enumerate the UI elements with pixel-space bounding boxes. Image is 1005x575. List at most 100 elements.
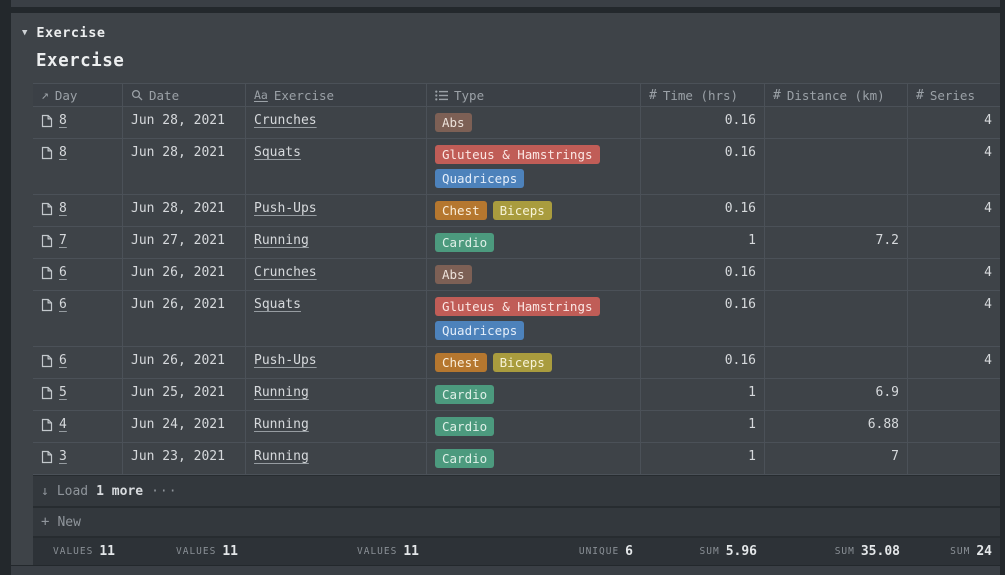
cell-distance[interactable]: 7 (765, 443, 908, 474)
cell-type[interactable]: Cardio (427, 411, 641, 442)
summary-cell-exercise[interactable]: VALUES 11 (246, 538, 427, 565)
cell-series[interactable]: 4 (908, 291, 1000, 346)
exercise-page-link[interactable]: Squats (254, 297, 301, 312)
cell-time[interactable]: 0.16 (641, 195, 765, 226)
column-header-distance[interactable]: # Distance (km) (765, 84, 908, 106)
cell-exercise[interactable]: Squats (246, 291, 427, 346)
cell-date[interactable]: Jun 23, 2021 (123, 443, 246, 474)
cell-date[interactable]: Jun 26, 2021 (123, 347, 246, 378)
day-page-link[interactable]: 4 (41, 417, 67, 432)
cell-type[interactable]: Abs (427, 107, 641, 138)
column-header-series[interactable]: # Series (908, 84, 1000, 106)
cell-time[interactable]: 0.16 (641, 107, 765, 138)
cell-exercise[interactable]: Push-Ups (246, 195, 427, 226)
column-header-type[interactable]: Type (427, 84, 641, 106)
cell-distance[interactable]: 7.2 (765, 227, 908, 258)
cell-exercise[interactable]: Crunches (246, 259, 427, 290)
cell-day[interactable]: 6 (33, 347, 123, 378)
cell-exercise[interactable]: Running (246, 411, 427, 442)
cell-series[interactable]: 4 (908, 139, 1000, 194)
cell-exercise[interactable]: Squats (246, 139, 427, 194)
cell-distance[interactable] (765, 139, 908, 194)
cell-time[interactable]: 1 (641, 411, 765, 442)
day-page-link[interactable]: 6 (41, 265, 67, 280)
day-page-link[interactable]: 8 (41, 145, 67, 160)
cell-type[interactable]: Cardio (427, 227, 641, 258)
cell-series[interactable] (908, 227, 1000, 258)
column-header-time[interactable]: # Time (hrs) (641, 84, 765, 106)
cell-day[interactable]: 6 (33, 291, 123, 346)
day-page-link[interactable]: 8 (41, 201, 67, 216)
cell-distance[interactable] (765, 195, 908, 226)
cell-exercise[interactable]: Crunches (246, 107, 427, 138)
summary-cell-series[interactable]: SUM 24 (908, 538, 1000, 565)
summary-cell-day[interactable]: VALUES 11 (33, 538, 123, 565)
cell-day[interactable]: 5 (33, 379, 123, 410)
cell-date[interactable]: Jun 27, 2021 (123, 227, 246, 258)
cell-distance[interactable] (765, 107, 908, 138)
cell-date[interactable]: Jun 26, 2021 (123, 291, 246, 346)
cell-date[interactable]: Jun 28, 2021 (123, 139, 246, 194)
summary-cell-time[interactable]: SUM 5.96 (641, 538, 765, 565)
cell-distance[interactable]: 6.9 (765, 379, 908, 410)
cell-date[interactable]: Jun 24, 2021 (123, 411, 246, 442)
cell-day[interactable]: 6 (33, 259, 123, 290)
cell-type[interactable]: Gluteus & Hamstrings Quadriceps (427, 291, 641, 346)
day-page-link[interactable]: 5 (41, 385, 67, 400)
cell-series[interactable] (908, 379, 1000, 410)
cell-day[interactable]: 8 (33, 139, 123, 194)
load-more-button[interactable]: ↓ Load 1 more ··· (33, 475, 1000, 506)
cell-distance[interactable] (765, 347, 908, 378)
column-header-date[interactable]: Date (123, 84, 246, 106)
cell-time[interactable]: 0.16 (641, 291, 765, 346)
day-page-link[interactable]: 7 (41, 233, 67, 248)
exercise-page-link[interactable]: Crunches (254, 265, 317, 280)
cell-type[interactable]: Chest Biceps (427, 347, 641, 378)
collection-toggle[interactable]: ▼ Exercise (11, 21, 1000, 45)
cell-day[interactable]: 7 (33, 227, 123, 258)
column-header-exercise[interactable]: Aa Exercise (246, 84, 427, 106)
cell-time[interactable]: 0.16 (641, 347, 765, 378)
new-row-button[interactable]: + New (33, 506, 1000, 536)
cell-series[interactable]: 4 (908, 347, 1000, 378)
cell-series[interactable] (908, 411, 1000, 442)
cell-time[interactable]: 1 (641, 227, 765, 258)
cell-day[interactable]: 3 (33, 443, 123, 474)
cell-type[interactable]: Abs (427, 259, 641, 290)
cell-exercise[interactable]: Running (246, 379, 427, 410)
day-page-link[interactable]: 6 (41, 297, 67, 312)
cell-day[interactable]: 4 (33, 411, 123, 442)
cell-time[interactable]: 0.16 (641, 139, 765, 194)
cell-type[interactable]: Cardio (427, 379, 641, 410)
summary-cell-date[interactable]: VALUES 11 (123, 538, 246, 565)
cell-date[interactable]: Jun 26, 2021 (123, 259, 246, 290)
cell-type[interactable]: Gluteus & Hamstrings Quadriceps (427, 139, 641, 194)
cell-date[interactable]: Jun 28, 2021 (123, 107, 246, 138)
day-page-link[interactable]: 3 (41, 449, 67, 464)
cell-time[interactable]: 0.16 (641, 259, 765, 290)
exercise-page-link[interactable]: Squats (254, 145, 301, 160)
cell-series[interactable] (908, 443, 1000, 474)
cell-series[interactable]: 4 (908, 107, 1000, 138)
cell-distance[interactable] (765, 259, 908, 290)
cell-series[interactable]: 4 (908, 195, 1000, 226)
cell-date[interactable]: Jun 28, 2021 (123, 195, 246, 226)
summary-cell-distance[interactable]: SUM 35.08 (765, 538, 908, 565)
cell-type[interactable]: Cardio (427, 443, 641, 474)
cell-day[interactable]: 8 (33, 195, 123, 226)
column-header-day[interactable]: ↗ Day (33, 84, 123, 106)
exercise-page-link[interactable]: Running (254, 417, 309, 432)
exercise-page-link[interactable]: Running (254, 233, 309, 248)
cell-exercise[interactable]: Running (246, 227, 427, 258)
cell-series[interactable]: 4 (908, 259, 1000, 290)
exercise-page-link[interactable]: Running (254, 449, 309, 464)
day-page-link[interactable]: 8 (41, 113, 67, 128)
cell-day[interactable]: 8 (33, 107, 123, 138)
cell-exercise[interactable]: Running (246, 443, 427, 474)
exercise-page-link[interactable]: Push-Ups (254, 201, 317, 216)
cell-time[interactable]: 1 (641, 379, 765, 410)
summary-cell-type[interactable]: UNIQUE 6 (427, 538, 641, 565)
exercise-page-link[interactable]: Crunches (254, 113, 317, 128)
cell-date[interactable]: Jun 25, 2021 (123, 379, 246, 410)
cell-type[interactable]: Chest Biceps (427, 195, 641, 226)
